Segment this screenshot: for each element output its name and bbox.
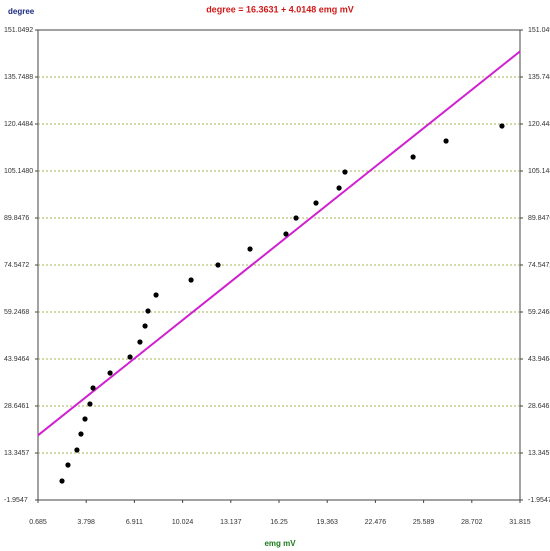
x-tick-label: 31.815 (509, 519, 531, 526)
point (137, 339, 143, 345)
point (127, 354, 133, 360)
x-tick-label: 10.024 (172, 519, 194, 526)
point (59, 478, 65, 484)
x-tick-label: 6.911 (126, 519, 143, 526)
point (65, 462, 71, 468)
point (342, 169, 348, 175)
y-tick-label: 89.8476 (528, 215, 550, 222)
point (74, 447, 80, 453)
x-tick-label: 28.702 (461, 519, 483, 526)
y-tick-label: -1.9547 (528, 497, 550, 504)
y-tick-label: 120.4484 (528, 121, 550, 128)
x-tick-label: 25.589 (413, 519, 435, 526)
point (78, 431, 84, 437)
y-tick-label: 43.9464 (528, 356, 550, 363)
y-tick-label: -1.9547 (4, 497, 28, 504)
point (215, 262, 221, 268)
y-tick-label: 74.5472 (4, 262, 29, 269)
x-tick-label: 16.25 (270, 519, 288, 526)
y-tick-label: 13.3457 (528, 450, 550, 457)
point (82, 416, 88, 422)
point (247, 246, 253, 252)
y-tick-label: 28.6461 (528, 403, 550, 410)
y-axis-label: degree (8, 7, 35, 16)
y-tick-label: 59.2468 (528, 309, 550, 316)
x-tick-label: 22.476 (365, 519, 387, 526)
y-tick-label: 105.1480 (4, 168, 33, 175)
point (90, 385, 96, 391)
y-tick-label: 59.2468 (4, 309, 29, 316)
y-tick-label: 135.7488 (4, 74, 33, 81)
point (499, 123, 505, 129)
point (443, 138, 449, 144)
y-tick-label: 105.1480 (528, 168, 550, 175)
point (313, 200, 319, 206)
point (107, 370, 113, 376)
y-tick-label: 43.9464 (4, 356, 29, 363)
point (293, 215, 299, 221)
point (87, 401, 93, 407)
point (336, 185, 342, 191)
y-tick-label: 89.8476 (4, 215, 29, 222)
x-axis-label: emg mV (264, 539, 296, 548)
y-tick-label: 120.4484 (4, 121, 33, 128)
point (410, 154, 416, 160)
x-tick-label: 3.798 (77, 519, 95, 526)
point (283, 231, 289, 237)
y-tick-label: 151.0492 (528, 27, 550, 34)
x-tick-label: 13.137 (220, 519, 242, 526)
point (142, 323, 148, 329)
chart-title: degree = 16.3631 + 4.0148 emg mV (206, 4, 354, 14)
x-tick-label: 0.685 (29, 519, 47, 526)
y-tick-label: 135.7488 (528, 74, 550, 81)
x-tick-label: 19.363 (316, 519, 338, 526)
point (188, 277, 194, 283)
point (145, 308, 151, 314)
y-tick-label: 13.3457 (4, 450, 29, 457)
fit-line (37, 50, 521, 437)
y-tick-label: 74.5472 (528, 262, 550, 269)
y-tick-label: 28.6461 (4, 403, 29, 410)
y-tick-label: 151.0492 (4, 27, 33, 34)
point (153, 292, 159, 298)
